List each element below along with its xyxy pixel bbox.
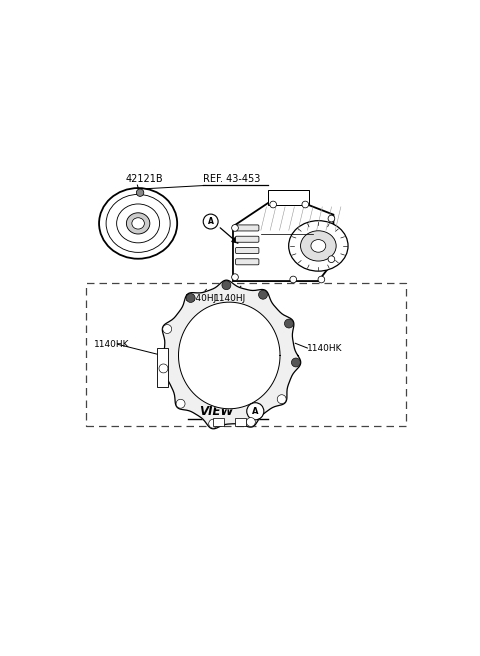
Circle shape — [290, 276, 297, 283]
Circle shape — [176, 400, 185, 408]
Circle shape — [285, 319, 293, 328]
Circle shape — [302, 201, 309, 208]
Circle shape — [328, 215, 335, 222]
Circle shape — [136, 189, 144, 196]
Circle shape — [246, 418, 255, 426]
Circle shape — [277, 395, 286, 403]
Bar — [235, 418, 246, 426]
Circle shape — [203, 214, 218, 229]
Text: 1140HJ: 1140HJ — [215, 295, 247, 303]
Circle shape — [232, 224, 239, 232]
Circle shape — [291, 358, 300, 367]
FancyBboxPatch shape — [236, 258, 259, 265]
Text: 1140HK: 1140HK — [307, 344, 343, 352]
Ellipse shape — [126, 213, 150, 234]
Text: 1140HK: 1140HK — [94, 340, 129, 349]
Circle shape — [328, 256, 335, 262]
Circle shape — [159, 364, 168, 373]
Polygon shape — [158, 280, 300, 429]
Text: REF. 43-453: REF. 43-453 — [203, 174, 261, 184]
Polygon shape — [233, 203, 334, 281]
Circle shape — [259, 290, 267, 299]
Circle shape — [163, 325, 172, 333]
Text: 1140HJ: 1140HJ — [185, 295, 217, 303]
Text: 45000A: 45000A — [270, 197, 308, 207]
Circle shape — [318, 276, 324, 283]
Circle shape — [222, 281, 231, 290]
FancyBboxPatch shape — [236, 247, 259, 253]
Ellipse shape — [300, 231, 336, 261]
Ellipse shape — [99, 188, 177, 258]
Ellipse shape — [311, 239, 326, 252]
Ellipse shape — [106, 194, 170, 253]
Ellipse shape — [288, 220, 348, 271]
Polygon shape — [179, 302, 280, 409]
Circle shape — [247, 403, 264, 420]
Ellipse shape — [132, 218, 144, 229]
Bar — [213, 418, 224, 426]
Bar — [268, 190, 309, 205]
FancyBboxPatch shape — [236, 225, 259, 231]
Text: 42121B: 42121B — [125, 174, 163, 184]
Circle shape — [209, 419, 217, 428]
Circle shape — [186, 293, 195, 302]
Text: A: A — [252, 407, 259, 416]
Bar — [86, 283, 406, 426]
Ellipse shape — [117, 204, 160, 243]
FancyBboxPatch shape — [236, 236, 259, 242]
Polygon shape — [156, 348, 168, 386]
Text: VIEW: VIEW — [199, 405, 233, 418]
Circle shape — [270, 201, 276, 208]
Circle shape — [232, 274, 239, 281]
Text: A: A — [208, 217, 214, 226]
